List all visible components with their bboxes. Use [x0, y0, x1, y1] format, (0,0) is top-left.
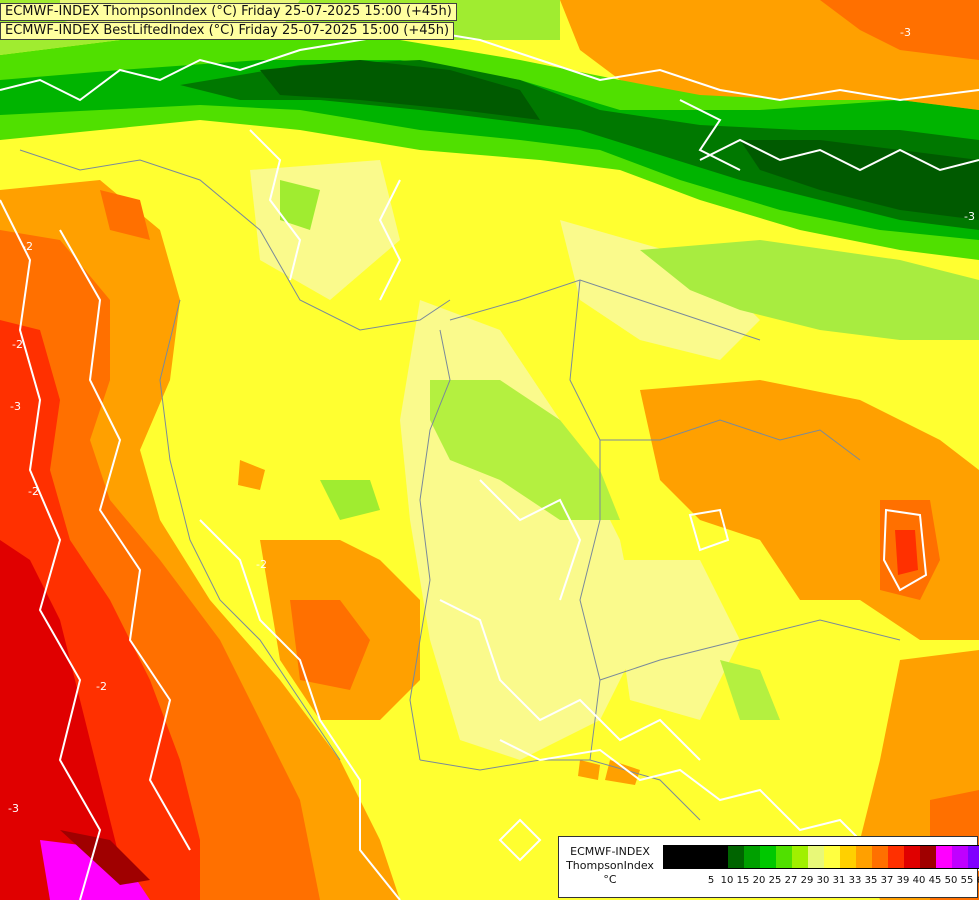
contour-line-7 [679, 99, 741, 171]
legend-swatch [904, 846, 920, 868]
contour-label-group: -3 -2 -2 -3 -2 -2 -2 -3 -3 [8, 26, 975, 815]
field-light-green-region-2 [640, 240, 979, 340]
contour-line-11 [479, 479, 582, 601]
contour-label: -3 [8, 802, 19, 815]
legend-swatch [808, 846, 824, 868]
border-line-6 [159, 299, 341, 761]
contour-label: -2 [256, 558, 267, 571]
legend-tick-label: 60 [977, 875, 979, 886]
legend-tick-label: 50 [944, 875, 958, 886]
contour-label: -3 [10, 400, 21, 413]
contour-line-10 [378, 179, 402, 301]
legend-tick-label: 30 [816, 875, 830, 886]
contour-label: -2 [96, 680, 107, 693]
field-darkest-green-core [260, 60, 540, 120]
border-line-2 [409, 329, 451, 761]
map-title-best-lifted-index: ECMWF-INDEX BestLiftedIndex (°C) Friday … [0, 22, 455, 40]
contour-line-6 [699, 138, 979, 172]
field-light-green-patch-2 [320, 480, 380, 520]
legend-swatch [968, 846, 979, 868]
field-southwest-dark-red [60, 830, 150, 885]
legend-parameter: ThompsonIndex [566, 859, 654, 872]
legend-swatch [712, 846, 728, 868]
field-east-red-spot [895, 530, 918, 575]
contour-label: -3 [900, 26, 911, 39]
legend-swatch [888, 846, 904, 868]
field-orange-spot-2 [238, 460, 265, 490]
legend-swatch [760, 846, 776, 868]
contour-line-2 [0, 199, 102, 900]
legend-swatch [936, 846, 952, 868]
border-line-5 [600, 419, 861, 461]
legend-swatch [776, 846, 792, 868]
field-central-dark-orange [290, 600, 370, 690]
field-orange-spot [100, 190, 150, 240]
contour-line-4 [199, 519, 401, 900]
border-line-3 [449, 279, 761, 341]
field-light-yellow-region-2 [560, 220, 760, 360]
field-west-deep-red [0, 540, 120, 900]
legend-swatch [680, 846, 696, 868]
contour-line-9 [249, 129, 302, 281]
contour-label: -2 [22, 240, 33, 253]
field-northeast-dark-orange [820, 0, 979, 60]
legend-tick-label: 37 [880, 875, 894, 886]
country-borders [19, 149, 901, 821]
map-title-thompson-index: ECMWF-INDEX ThompsonIndex (°C) Friday 25… [0, 3, 457, 21]
field-light-yellow-region-4 [610, 560, 740, 720]
color-legend: ECMWF-INDEX ThompsonIndex °C 5 10 15 20 25 27… [558, 836, 979, 898]
legend-model: ECMWF-INDEX [570, 845, 650, 858]
legend-swatch [744, 846, 760, 868]
legend-swatch [792, 846, 808, 868]
contour-label: -2 [12, 338, 23, 351]
legend-swatch [952, 846, 968, 868]
field-light-green-patch-3 [720, 660, 780, 720]
legend-unit: °C [603, 873, 617, 886]
border-line [19, 149, 451, 331]
legend-tick-label: 31 [832, 875, 846, 886]
legend-swatch [856, 846, 872, 868]
border-line-8 [419, 759, 701, 821]
contour-line-5 [439, 599, 701, 761]
legend-tick-label: 45 [928, 875, 942, 886]
legend-tick-label: 39 [896, 875, 910, 886]
legend-tick-label: 29 [800, 875, 814, 886]
field-orange-spot-3 [578, 760, 600, 780]
legend-tick-label: 55 [960, 875, 974, 886]
contour-loop [882, 508, 928, 592]
field-light-green-region [430, 380, 620, 520]
contour-loop-2 [688, 508, 730, 552]
legend-tick-label: 20 [752, 875, 766, 886]
contour-label: -2 [28, 485, 39, 498]
contour-line-3 [59, 229, 191, 851]
legend-tick-label: 25 [768, 875, 782, 886]
field-mid-green-band [0, 60, 979, 240]
field-dark-green-band [180, 60, 979, 230]
field-southwest-magenta [40, 840, 150, 900]
legend-swatch [872, 846, 888, 868]
field-light-green-patch [280, 180, 320, 230]
legend-tick-label: 10 [720, 875, 734, 886]
field-orange-spot-4 [605, 760, 640, 785]
legend-tick-label: 35 [864, 875, 878, 886]
legend-label: ECMWF-INDEX ThompsonIndex °C [559, 845, 661, 887]
legend-swatch [696, 846, 712, 868]
legend-tick-label: 5 [707, 875, 715, 886]
legend-swatch [840, 846, 856, 868]
contour-loop-3 [498, 818, 542, 862]
contour-label: -3 [964, 210, 975, 223]
legend-swatch [920, 846, 936, 868]
border-line-7 [599, 619, 901, 681]
legend-tick-label: 33 [848, 875, 862, 886]
legend-swatch [664, 846, 680, 868]
legend-tick-label: 40 [912, 875, 926, 886]
legend-swatch [824, 846, 840, 868]
legend-color-bar [663, 845, 979, 869]
legend-swatch [728, 846, 744, 868]
legend-tick-label: 15 [736, 875, 750, 886]
legend-tick-label: 27 [784, 875, 798, 886]
